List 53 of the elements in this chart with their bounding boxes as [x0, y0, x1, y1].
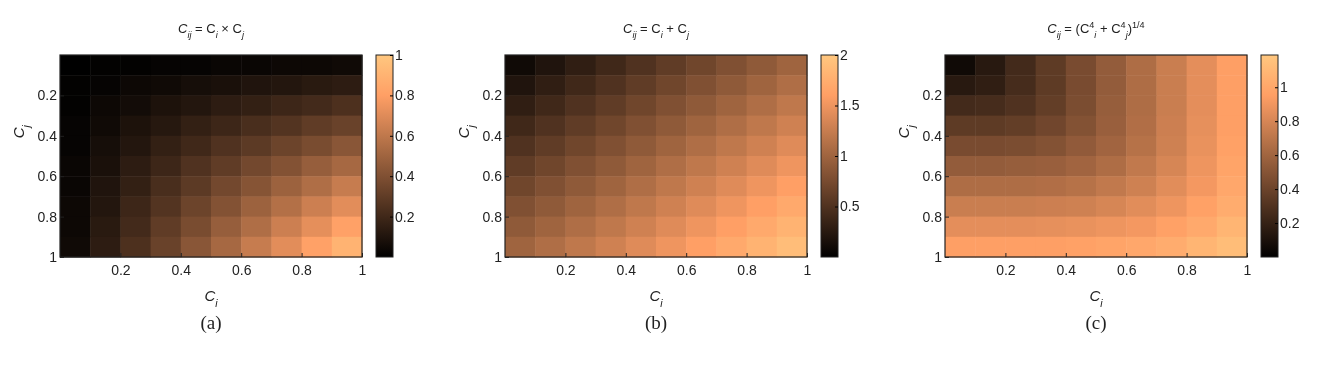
- x-tick-label: 1: [803, 262, 812, 279]
- chart-title: C$_{ij}$ = (C$^{4}$$_{i}$ + C$^{4}$$_{j}$)$^{1/4}$: [1047, 20, 1145, 40]
- x-tick-label: 0.8: [737, 262, 758, 279]
- x-tick-label: 1: [1243, 262, 1252, 279]
- y-tick-label: 1: [934, 248, 943, 265]
- x-axis-title: C$_{i}$: [649, 287, 664, 309]
- x-tick-label: 0.6: [231, 262, 252, 279]
- y-tick-label: 0.8: [37, 208, 58, 225]
- color-bar-label: 0.6: [395, 127, 415, 144]
- x-tick-label: 0.8: [1177, 262, 1198, 279]
- x-tick-label: 0.6: [1116, 262, 1137, 279]
- y-tick-label: 1: [49, 248, 58, 265]
- y-tick-label: 0.6: [922, 168, 943, 185]
- color-bar-label: 0.4: [395, 168, 415, 185]
- x-axis-title: C$_{i}$: [1089, 287, 1104, 309]
- x-tick-label: 0.2: [996, 262, 1016, 279]
- color-bar-label: 0.4: [1280, 181, 1300, 198]
- y-tick-label: 0.8: [482, 208, 503, 225]
- color-bar-label: 0.8: [395, 87, 415, 104]
- x-tick-label: 0.8: [292, 262, 313, 279]
- color-bar-label: 1: [1280, 79, 1288, 96]
- color-bar-label: 0.6: [1280, 147, 1300, 164]
- x-tick-label: 0.4: [1056, 262, 1077, 279]
- color-bar-label: 0.5: [840, 198, 860, 215]
- y-tick-label: 0.4: [922, 127, 943, 144]
- x-tick-label: 0.4: [616, 262, 637, 279]
- text: (b): [644, 312, 668, 334]
- color-bar-label: 0.8: [1280, 113, 1300, 130]
- y-tick-label: 1: [494, 248, 503, 265]
- text: (a): [200, 312, 222, 334]
- y-tick-label: 0.6: [37, 168, 58, 185]
- x-tick-label: 0.2: [111, 262, 131, 279]
- color-bar-label: 0.2: [1280, 215, 1300, 232]
- y-tick-label: 0.8: [922, 208, 943, 225]
- x-axis-title: C$_{i}$: [204, 287, 219, 309]
- color-bar-label: 2: [840, 46, 848, 63]
- x-tick-label: 1: [358, 262, 367, 279]
- color-bar-label: 0.2: [395, 208, 415, 225]
- color-bar-label: 1: [395, 46, 403, 63]
- y-tick-label: 0.2: [922, 87, 943, 104]
- text: (c): [1085, 312, 1107, 334]
- y-tick-label: 0.4: [37, 127, 58, 144]
- y-tick-label: 0.2: [482, 87, 503, 104]
- y-tick-label: 0.4: [482, 127, 503, 144]
- y-tick-label: 0.6: [482, 168, 503, 185]
- chart-title: C$_{ij}$ = C$_{i}$ + C$_{j}$: [623, 21, 690, 40]
- x-tick-label: 0.6: [676, 262, 697, 279]
- color-bar-label: 1: [840, 147, 848, 164]
- x-tick-label: 0.4: [171, 262, 192, 279]
- color-bar-label: 1.5: [840, 97, 860, 114]
- x-tick-label: 0.2: [556, 262, 576, 279]
- y-tick-label: 0.2: [37, 87, 58, 104]
- chart-title: C$_{ij}$ = C$_{i}$ × C$_{j}$: [178, 21, 245, 40]
